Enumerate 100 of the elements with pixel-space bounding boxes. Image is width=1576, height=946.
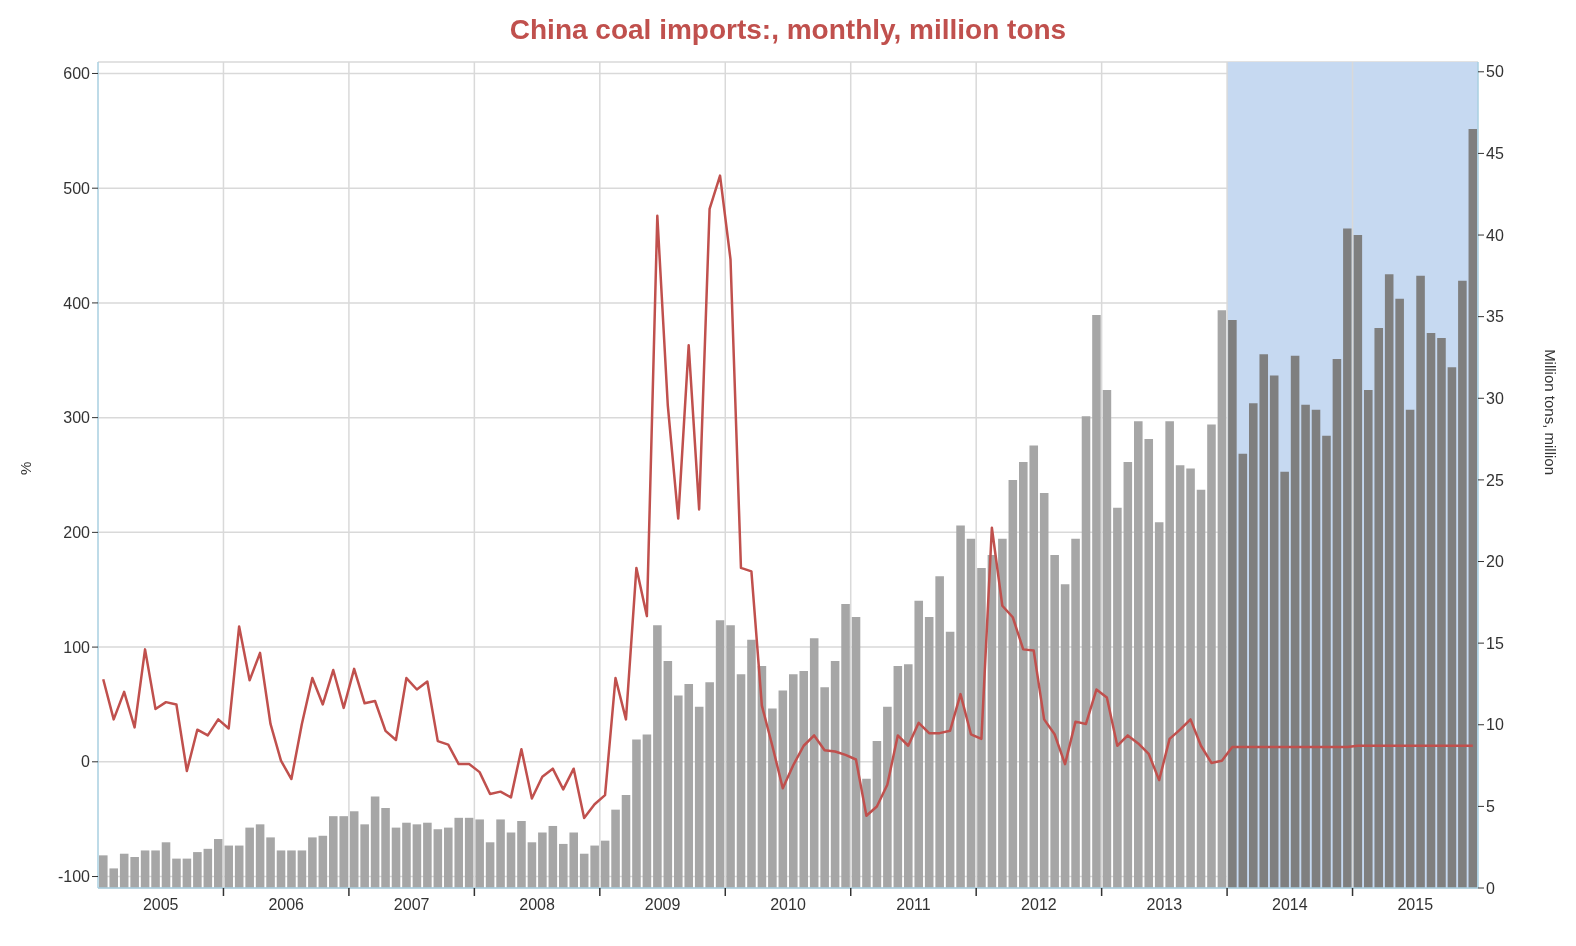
y2-tick-label: 0	[1486, 879, 1495, 897]
bar	[1311, 409, 1321, 888]
bar	[820, 687, 829, 888]
y-axis-title: %	[17, 461, 35, 475]
y2-tick-label: 15	[1486, 634, 1504, 652]
bar	[464, 817, 474, 888]
bar	[747, 639, 756, 888]
bar	[611, 809, 620, 888]
y2-tick-label: 20	[1486, 553, 1504, 571]
bar	[1426, 332, 1436, 888]
y2-tick-label: 30	[1486, 389, 1504, 407]
bar	[203, 848, 213, 888]
y2-axis-title: Million tons, million	[1541, 349, 1559, 475]
x-tick-label: 2006	[268, 896, 305, 913]
bar	[287, 850, 296, 888]
bar	[496, 819, 505, 888]
bar	[161, 842, 171, 888]
bar	[966, 538, 976, 888]
bar	[945, 631, 955, 888]
y-tick-label: 100	[63, 638, 91, 656]
bar	[193, 852, 202, 888]
bar	[1165, 421, 1174, 888]
bar	[318, 835, 328, 888]
bar	[1092, 315, 1101, 888]
bar	[642, 734, 652, 888]
bar	[402, 822, 411, 888]
bar	[130, 856, 139, 888]
bar	[1071, 538, 1080, 888]
bar	[1039, 492, 1049, 888]
y-tick-label: 600	[63, 65, 91, 83]
y2-tick-label: 50	[1486, 63, 1504, 81]
y2-tick-label: 40	[1486, 226, 1504, 244]
x-tick-label: 2005	[142, 896, 179, 913]
bar	[475, 819, 484, 888]
bar	[485, 842, 495, 888]
bar	[538, 832, 547, 888]
bar	[1280, 471, 1289, 888]
bar	[412, 824, 422, 888]
bar	[600, 840, 610, 888]
bar	[255, 824, 265, 888]
bar	[119, 853, 129, 888]
bar	[590, 845, 599, 888]
bar	[381, 808, 390, 888]
bar	[234, 845, 244, 888]
bar	[370, 796, 380, 888]
bar	[172, 858, 181, 888]
y2-tick-label: 45	[1486, 145, 1504, 163]
bar	[433, 829, 443, 888]
x-tick-label: 2007	[393, 896, 430, 913]
bar	[924, 617, 934, 888]
x-tick-label: 2015	[1397, 896, 1434, 913]
bar	[527, 842, 537, 888]
bar	[1468, 128, 1478, 888]
bar	[276, 850, 286, 888]
bar	[778, 690, 788, 888]
bar	[1060, 584, 1070, 888]
x-tick-label: 2012	[1021, 896, 1057, 913]
bar	[1322, 435, 1331, 888]
x-tick-label: 2008	[519, 896, 555, 913]
bar	[1301, 404, 1310, 888]
bar	[1175, 465, 1185, 888]
bar	[841, 603, 850, 888]
bar	[1343, 228, 1352, 888]
bar	[245, 827, 254, 888]
bar	[1384, 274, 1394, 888]
y-tick-label: 300	[63, 409, 91, 427]
bar	[1050, 554, 1059, 888]
bar	[705, 682, 714, 888]
bar	[548, 825, 558, 888]
bar	[1196, 489, 1206, 888]
bar	[956, 525, 965, 888]
bar	[998, 538, 1007, 888]
bar	[694, 706, 704, 888]
bar	[1416, 275, 1425, 888]
bar	[308, 837, 317, 888]
bar	[1102, 390, 1112, 888]
y2-tick-label: 35	[1486, 308, 1504, 326]
bar	[297, 850, 307, 888]
line-series	[101, 174, 1475, 820]
bar	[621, 794, 631, 888]
bar	[883, 706, 892, 888]
bar	[1395, 298, 1404, 888]
bar	[1081, 416, 1091, 888]
bar	[360, 824, 369, 888]
y-tick-label: 400	[63, 294, 91, 312]
bar	[1269, 375, 1279, 888]
chart-title: China coal imports:, monthly, million tons	[508, 13, 1068, 47]
y2-tick-label: 25	[1486, 471, 1504, 489]
bar	[1447, 367, 1457, 888]
bar	[653, 625, 662, 888]
x-tick-label: 2010	[770, 896, 806, 913]
bar	[423, 822, 432, 888]
bar	[1186, 468, 1195, 888]
bar	[1228, 319, 1237, 888]
bar	[1217, 310, 1227, 888]
bar	[809, 638, 819, 888]
bar	[140, 850, 150, 888]
bar	[517, 821, 526, 888]
bar	[632, 739, 641, 888]
bar	[726, 625, 735, 888]
